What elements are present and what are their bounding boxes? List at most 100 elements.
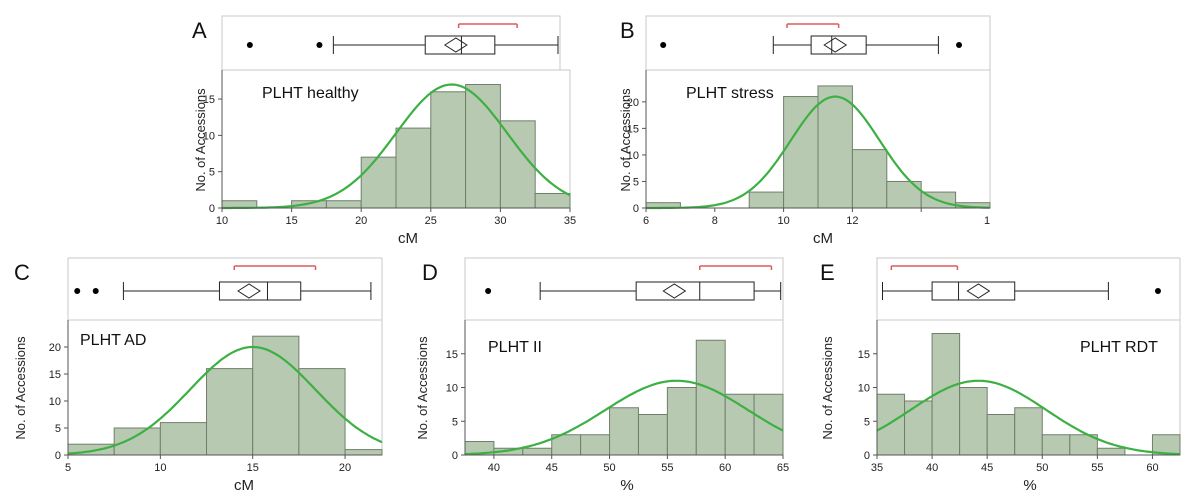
y-tick-label: 0 <box>55 450 61 462</box>
x-tick-label: 8 <box>712 215 718 227</box>
y-tick-label: 10 <box>446 383 458 395</box>
y-tick-label: 15 <box>446 349 458 361</box>
histogram-bar <box>580 434 611 456</box>
mean-diamond <box>443 37 468 53</box>
x-tick-label: 12 <box>846 215 858 227</box>
x-tick-label: 20 <box>339 462 351 474</box>
x-tick-label: 25 <box>425 215 437 227</box>
y-tick-label: 20 <box>49 342 61 354</box>
histogram-bar <box>876 393 906 456</box>
y-tick-label: 15 <box>203 94 215 106</box>
histogram-bar <box>499 120 536 209</box>
x-tick-label: 5 <box>65 462 71 474</box>
normal-fit-curve <box>464 379 784 456</box>
panel-label: A <box>192 18 207 43</box>
x-tick-label: 55 <box>661 462 673 474</box>
histogram-bar <box>609 407 639 456</box>
mean-diamond <box>237 283 261 299</box>
histogram-bar <box>522 447 553 456</box>
panel-label: D <box>422 260 438 285</box>
x-tick-label: 60 <box>1146 462 1158 474</box>
y-tick-label: 15 <box>858 349 870 361</box>
y-tick-label: 10 <box>203 130 215 142</box>
y-tick-label: 5 <box>209 167 215 179</box>
x-tick-label: 40 <box>926 462 938 474</box>
panel-label: E <box>820 260 835 285</box>
histogram-bar <box>851 149 888 209</box>
histogram-bar <box>325 200 362 209</box>
panel-label: C <box>14 260 30 285</box>
outlier-point <box>956 42 963 48</box>
panel-e: E 35 40 45 50 55 60 0 5 10 15 No. of Accessions% PLH… <box>820 257 1181 494</box>
y-tick-label: 0 <box>452 450 458 462</box>
x-tick-label: 10 <box>216 215 228 227</box>
panel-annotation: PLHT healthy <box>262 85 359 102</box>
x-axis-title: cM <box>813 230 833 247</box>
y-tick-label: 5 <box>633 176 639 188</box>
x-tick-label: 10 <box>154 462 166 474</box>
histogram-bar <box>666 387 697 456</box>
x-tick-label: 6 <box>643 215 649 227</box>
outlier-point <box>316 42 323 48</box>
histogram-bar <box>783 96 819 209</box>
panel-annotation: PLHT AD <box>80 332 146 349</box>
iqr-box <box>635 281 755 301</box>
normal-fit-curve <box>222 83 571 210</box>
histogram-bar <box>817 85 853 209</box>
x-tick-label: 35 <box>871 462 883 474</box>
x-tick-label: 15 <box>285 215 297 227</box>
iqr-box <box>810 35 867 55</box>
histogram-bar <box>159 422 208 456</box>
histogram-bar <box>695 339 726 456</box>
outlier-point <box>92 288 99 294</box>
panel-d: D 40 45 50 55 60 65 0 5 10 15 No. of Accessions% PLH… <box>415 257 789 494</box>
mean-diamond <box>966 283 991 299</box>
boxplot-frame <box>221 15 561 71</box>
histogram-bar <box>1014 407 1043 456</box>
y-tick-label: 0 <box>209 203 215 215</box>
y-axis-title: No. of Accessions <box>13 336 28 440</box>
histogram-bar <box>206 368 254 456</box>
outlier-point <box>74 288 81 294</box>
histogram-bar <box>986 414 1016 456</box>
y-tick-label: 10 <box>49 396 61 408</box>
histogram-bar <box>252 335 300 456</box>
histogram-bar <box>113 427 161 456</box>
x-tick-label: 20 <box>355 215 367 227</box>
y-axis-title: No. of Accessions <box>415 336 430 440</box>
y-tick-label: 5 <box>864 416 870 428</box>
outlier-point <box>660 42 667 48</box>
x-tick-label: 40 <box>488 462 500 474</box>
y-axis-title: No. of Accessions <box>193 88 208 192</box>
panel-annotation: PLHT II <box>488 339 542 356</box>
x-tick-label: 50 <box>1036 462 1048 474</box>
panel-label: B <box>620 18 635 43</box>
x-tick-label: 1 <box>984 215 990 227</box>
x-tick-label: 60 <box>719 462 731 474</box>
iqr-box <box>931 281 1016 301</box>
histogram-bar <box>748 191 785 209</box>
x-tick-label: 45 <box>981 462 993 474</box>
mean-diamond <box>662 283 687 299</box>
outlier-point <box>1154 288 1161 294</box>
histogram-bar <box>1041 434 1071 456</box>
mean-diamond <box>823 37 848 53</box>
histogram-bar <box>1096 447 1126 456</box>
normal-fit-curve <box>646 95 990 210</box>
x-tick-label: 15 <box>247 462 259 474</box>
iqr-box <box>424 35 496 55</box>
x-tick-label: 55 <box>1091 462 1103 474</box>
histogram-bar <box>959 387 988 456</box>
normal-fit-curve <box>67 345 383 455</box>
histogram-bar <box>637 414 668 456</box>
y-tick-label: 0 <box>633 203 639 215</box>
x-tick-label: 35 <box>564 215 576 227</box>
panel-annotation: PLHT RDT <box>1080 339 1158 356</box>
y-tick-label: 15 <box>627 123 639 135</box>
x-axis-title: cM <box>234 477 254 494</box>
histogram-bar <box>344 449 383 456</box>
x-tick-label: 65 <box>777 462 789 474</box>
